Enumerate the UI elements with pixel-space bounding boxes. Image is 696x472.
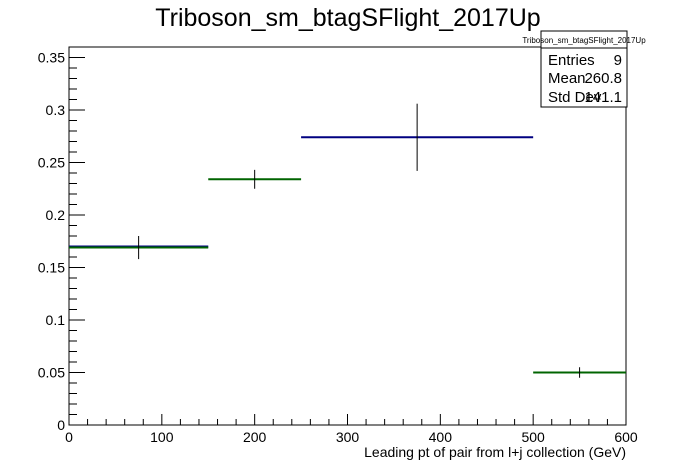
stats-mean-label: Mean [548,70,586,87]
y-tick-label: 0.2 [46,207,66,223]
y-tick-label: 0.25 [38,155,65,171]
y-tick-label: 0.35 [38,50,65,66]
stats-box-frame [540,30,628,108]
stats-entries-value: 9 [614,52,622,69]
y-tick-label: 0.1 [46,312,66,328]
stats-mean-value: 260.8 [584,70,622,87]
x-tick-label: 0 [65,429,73,445]
x-tick-label: 200 [243,429,267,445]
stats-stddev-label: Std Dev [548,89,602,106]
y-tick-label: 0 [57,417,65,433]
x-tick-label: 500 [521,429,545,445]
y-tick-label: 0.05 [38,365,65,381]
chart-title: Triboson_sm_btagSFlight_2017Up [155,4,540,32]
stats-stddev-value: 141.1 [584,89,622,106]
stats-entries-label: Entries [548,52,595,69]
stats-box-title: Triboson_sm_btagSFlight_2017Up [522,36,646,45]
x-tick-label: 100 [150,429,174,445]
x-tick-label: 600 [614,429,638,445]
y-tick-label: 0.15 [38,260,65,276]
x-tick-label: 300 [336,429,360,445]
x-axis-title: Leading pt of pair from l+j collection (… [364,444,626,460]
stats-box: Triboson_sm_btagSFlight_2017Up Entries 9… [522,30,646,108]
axes: 0 100 200 300 400 500 600 0 0.05 0.1 0.15 0.2 0.25 0.… [38,46,638,445]
x-tick-label: 400 [429,429,453,445]
histogram-bins [69,103,626,378]
y-tick-label: 0.3 [46,102,66,118]
